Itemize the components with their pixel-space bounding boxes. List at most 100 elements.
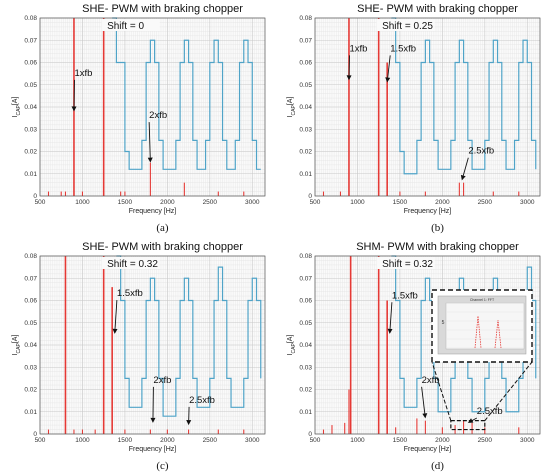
annotation-0: 1.5xfb	[387, 290, 418, 334]
y-tick-label: 0.04	[299, 104, 312, 111]
y-tick-label: 0.01	[24, 171, 37, 178]
panel-title: SHM- PWM with braking chopper	[356, 241, 519, 253]
x-tick-label: 2500	[203, 437, 218, 444]
x-tick-label: 1000	[75, 199, 90, 206]
annotation-label: 2xfb	[153, 375, 171, 386]
axes-frame	[314, 255, 541, 435]
annotation-label: 1xfb	[349, 43, 367, 54]
x-tick-label: 2500	[478, 199, 493, 206]
y-tick-label: 0.07	[299, 37, 312, 44]
annotation-arrow-line	[148, 122, 151, 158]
x-axis-title: Frequency [Hz]	[129, 446, 177, 453]
panel-d: 500 1000 1500 2000 2500 3000 0 0.01 0.02 0.03 0.04…	[275, 238, 550, 474]
annotation-label: 2.5xfb	[189, 395, 215, 406]
annotation-arrow-head	[150, 417, 156, 423]
inset: Channel 1: FFT 5	[431, 289, 533, 431]
y-axis-title-main: I	[12, 353, 19, 355]
panel-b: 500 1000 1500 2000 2500 3000 0 0.01 0.02 0.03 0.04…	[275, 0, 550, 236]
annotation-label: 1xfb	[74, 68, 92, 79]
shift-label-bg	[101, 19, 160, 31]
annotation-label: 2xfb	[149, 110, 167, 121]
panel-c: 500 1000 1500 2000 2500 3000 0 0.01 0.02 0.03 0.04…	[0, 238, 275, 474]
shift-label: Shift = 0.25	[382, 21, 433, 32]
y-tick-label: 0.01	[299, 409, 312, 416]
y-axis-title-text: ICAP[A]	[287, 97, 297, 118]
x-tick-label: 2500	[478, 437, 493, 444]
panel-c-chart: 500 1000 1500 2000 2500 3000 0 0.01 0.02 0.03 0.04…	[12, 241, 266, 472]
x-tick-label: 1500	[118, 199, 133, 206]
y-tick-label: 0.02	[24, 149, 37, 156]
panel-caption: (b)	[431, 222, 444, 234]
inset-y-label: 5	[442, 320, 445, 326]
annotation-arrow-head	[460, 174, 466, 181]
panel-caption: (a)	[156, 222, 169, 234]
y-tick-label: 0.05	[24, 82, 37, 89]
panel-caption: (d)	[431, 460, 444, 472]
annotation-label: 2.5xfb	[468, 146, 494, 157]
y-tick-label: 0	[33, 431, 37, 438]
y-tick-label: 0.03	[24, 126, 37, 133]
y-axis-title: ICAP[A]	[12, 97, 22, 118]
limit-curve	[391, 17, 537, 175]
panel-title: SHE- PWM with braking chopper	[82, 3, 243, 15]
y-tick-label: 0	[308, 431, 312, 438]
y-axis-title-unit: [A]	[287, 335, 294, 344]
x-tick-label: 2000	[435, 437, 450, 444]
y-tick-label: 0.06	[24, 298, 37, 305]
annotation-arrow-line	[387, 55, 391, 78]
y-tick-label: 0.07	[24, 37, 37, 44]
annotation-arrow-line	[389, 302, 393, 329]
y-axis-title-main: I	[287, 115, 294, 117]
annotation-arrow-head	[147, 157, 153, 163]
y-tick-label: 0.07	[299, 275, 312, 282]
panel-b-chart: 500 1000 1500 2000 2500 3000 0 0.01 0.02 0.03 0.04…	[287, 3, 541, 234]
panel-a-chart: 500 1000 1500 2000 2500 3000 0 0.01 0.02 0.03 0.04…	[12, 3, 266, 234]
annotation-2: 2.5xfb	[460, 146, 494, 181]
y-tick-label: 0.03	[299, 364, 312, 371]
annotation-label: 2xfb	[422, 375, 440, 386]
y-tick-label: 0.03	[24, 364, 37, 371]
shift-label: Shift = 0	[107, 21, 144, 32]
y-axis-title-text: ICAP[A]	[287, 335, 297, 356]
y-tick-label: 0.07	[24, 275, 37, 282]
limit-curve	[112, 17, 261, 170]
x-tick-label: 1000	[75, 437, 90, 444]
spectrum-bars	[322, 256, 520, 434]
y-tick-label: 0.03	[299, 126, 312, 133]
x-tick-label: 500	[310, 437, 321, 444]
x-tick-label: 3000	[520, 437, 535, 444]
inset-plot-area	[445, 302, 525, 350]
y-tick-label: 0.01	[24, 409, 37, 416]
y-axis-title-sub: CAP	[291, 104, 297, 115]
y-tick-label: 0	[33, 193, 37, 200]
y-axis-title-unit: [A]	[12, 335, 19, 344]
annotation-arrow-head	[112, 328, 118, 334]
y-axis-title: ICAP[A]	[287, 97, 297, 118]
annotation-arrow-line	[472, 417, 478, 421]
y-tick-label: 0.08	[299, 15, 312, 22]
annotation-arrow-line	[421, 386, 426, 414]
y-tick-label: 0.04	[24, 104, 37, 111]
y-axis-title: ICAP[A]	[287, 335, 297, 356]
panel-caption: (c)	[156, 460, 169, 472]
annotation-arrow-head	[387, 328, 393, 334]
y-tick-label: 0.02	[299, 149, 312, 156]
x-tick-label: 1500	[393, 199, 408, 206]
shift-label-bg	[376, 19, 435, 31]
annotation-0: 1xfb	[71, 68, 92, 112]
x-tick-label: 1000	[350, 437, 365, 444]
x-tick-label: 2000	[160, 199, 175, 206]
y-axis-title-text: ICAP[A]	[12, 97, 22, 118]
y-axis-title: ICAP[A]	[12, 335, 22, 356]
annotation-arrow-line	[114, 300, 118, 329]
annotation-arrow-head	[385, 77, 391, 83]
zoom-region	[450, 420, 486, 431]
annotation-arrow-head	[186, 420, 192, 426]
x-tick-label: 3000	[245, 437, 260, 444]
minor-grid	[39, 255, 266, 435]
x-axis-title: Frequency [Hz]	[404, 208, 452, 215]
y-axis-title-sub: CAP	[16, 342, 22, 353]
zoom-connector-right	[484, 361, 533, 421]
shift-label-bg	[376, 257, 435, 269]
